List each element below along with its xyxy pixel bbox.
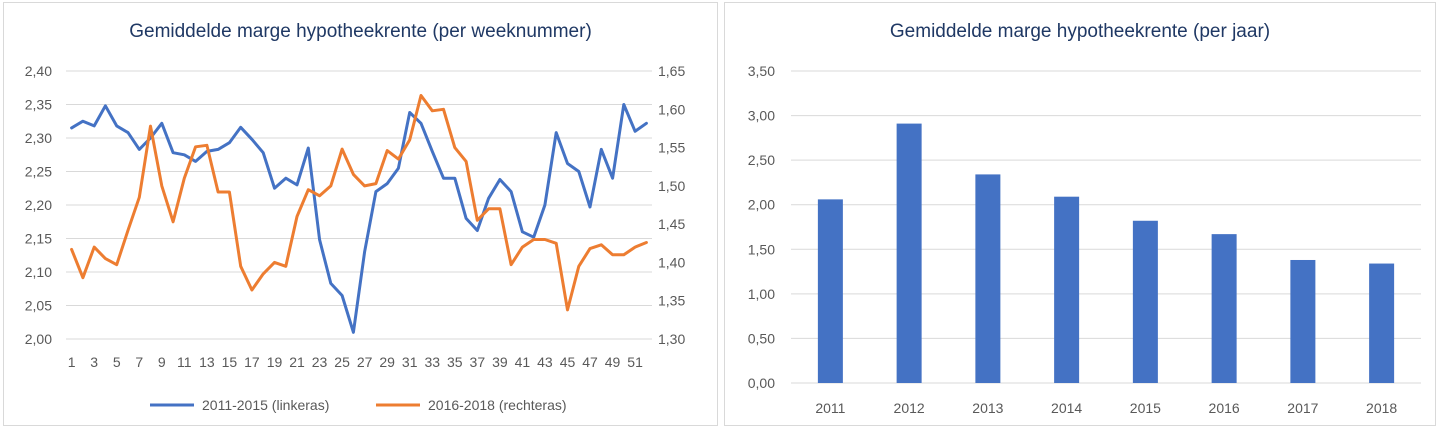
x-tick-label: 2016 bbox=[1209, 400, 1240, 416]
x-tick-label: 47 bbox=[582, 354, 598, 370]
y-right-tick-label: 1,40 bbox=[658, 254, 685, 270]
yearly-chart-title: Gemiddelde marge hypotheekrente (per jaa… bbox=[889, 21, 1271, 42]
x-tick-label: 45 bbox=[560, 354, 576, 370]
yearly-chart-panel: Gemiddelde marge hypotheekrente (per jaa… bbox=[724, 2, 1436, 426]
x-tick-label: 17 bbox=[244, 354, 260, 370]
x-tick-label: 7 bbox=[135, 354, 143, 370]
bar-2017 bbox=[1290, 259, 1316, 383]
y-tick-label: 0,00 bbox=[748, 375, 775, 391]
y-tick-label: 2,50 bbox=[748, 152, 775, 168]
x-tick-label: 2011 bbox=[815, 400, 845, 416]
x-tick-label: 19 bbox=[267, 354, 283, 370]
y-left-tick-label: 2,15 bbox=[25, 231, 52, 247]
y-left-tick-label: 2,35 bbox=[25, 97, 52, 113]
y-left-tick-label: 2,10 bbox=[25, 264, 52, 280]
x-tick-label: 15 bbox=[222, 354, 238, 370]
x-tick-label: 35 bbox=[447, 354, 463, 370]
x-tick-label: 29 bbox=[379, 354, 395, 370]
weekly-chart-panel: Gemiddelde marge hypotheekrente (per wee… bbox=[3, 2, 718, 426]
x-tick-label: 31 bbox=[402, 354, 418, 370]
y-right-tick-label: 1,30 bbox=[658, 331, 685, 347]
y-right-tick-label: 1,45 bbox=[658, 216, 685, 232]
x-tick-label: 2014 bbox=[1051, 400, 1082, 416]
legend-label: 2011-2015 (linkeras) bbox=[202, 397, 329, 413]
bar-2013 bbox=[975, 174, 1001, 383]
x-tick-label: 13 bbox=[199, 354, 215, 370]
x-tick-label: 51 bbox=[627, 354, 643, 370]
bar-2012 bbox=[896, 123, 922, 383]
x-tick-label: 2013 bbox=[972, 400, 1003, 416]
y-tick-label: 3,50 bbox=[748, 63, 775, 79]
y-left-tick-label: 2,25 bbox=[25, 164, 52, 180]
x-tick-label: 1 bbox=[68, 354, 76, 370]
y-right-tick-label: 1,50 bbox=[658, 178, 685, 194]
x-tick-label: 3 bbox=[90, 354, 98, 370]
x-tick-label: 21 bbox=[289, 354, 305, 370]
x-tick-label: 2018 bbox=[1366, 400, 1397, 416]
y-left-tick-label: 2,05 bbox=[25, 298, 52, 314]
y-left-tick-label: 2,20 bbox=[25, 197, 52, 213]
x-tick-label: 2017 bbox=[1287, 400, 1318, 416]
weekly-line-chart: 2,00 2,05 2,10 2,15 2,20 2,25 2,30 2,35 2,40 1,30… bbox=[25, 63, 686, 413]
y-left-tick-label: 2,00 bbox=[25, 331, 52, 347]
x-tick-label: 39 bbox=[492, 354, 508, 370]
x-tick-label: 11 bbox=[177, 354, 192, 370]
x-tick-label: 49 bbox=[605, 354, 621, 370]
bar-2011 bbox=[817, 199, 843, 383]
y-tick-label: 3,00 bbox=[748, 108, 775, 124]
y-right-tick-label: 1,65 bbox=[658, 63, 685, 79]
y-tick-label: 1,00 bbox=[748, 286, 775, 302]
y-tick-label: 1,50 bbox=[748, 241, 775, 257]
series-line-2 bbox=[70, 94, 648, 312]
bar-2015 bbox=[1132, 220, 1158, 383]
y-right-tick-label: 1,55 bbox=[658, 140, 685, 156]
x-tick-label: 25 bbox=[334, 354, 350, 370]
x-tick-label: 43 bbox=[537, 354, 553, 370]
y-right-tick-label: 1,60 bbox=[658, 101, 685, 117]
weekly-chart-title: Gemiddelde marge hypotheekrente (per wee… bbox=[129, 21, 592, 42]
x-tick-label: 27 bbox=[357, 354, 373, 370]
yearly-bar-chart: 0,00 0,50 1,00 1,50 2,00 2,50 3,00 3,50 2011 2012… bbox=[748, 63, 1421, 416]
bar-2016 bbox=[1211, 234, 1237, 383]
y-left-tick-label: 2,30 bbox=[25, 130, 52, 146]
y-tick-label: 2,00 bbox=[748, 197, 775, 213]
x-tick-label: 23 bbox=[312, 354, 328, 370]
series-line-1 bbox=[70, 103, 648, 334]
bar-2018 bbox=[1369, 263, 1395, 383]
x-tick-label: 2012 bbox=[894, 400, 925, 416]
x-tick-label: 41 bbox=[515, 354, 531, 370]
x-tick-label: 9 bbox=[158, 354, 166, 370]
y-right-tick-label: 1,35 bbox=[658, 293, 685, 309]
y-left-tick-label: 2,40 bbox=[25, 63, 52, 79]
bar-2014 bbox=[1054, 196, 1080, 383]
y-tick-label: 0,50 bbox=[748, 330, 775, 346]
x-tick-label: 5 bbox=[113, 354, 121, 370]
x-tick-label: 2015 bbox=[1130, 400, 1161, 416]
legend-label: 2016-2018 (rechteras) bbox=[428, 397, 567, 413]
x-tick-label: 33 bbox=[424, 354, 440, 370]
x-tick-label: 37 bbox=[470, 354, 486, 370]
